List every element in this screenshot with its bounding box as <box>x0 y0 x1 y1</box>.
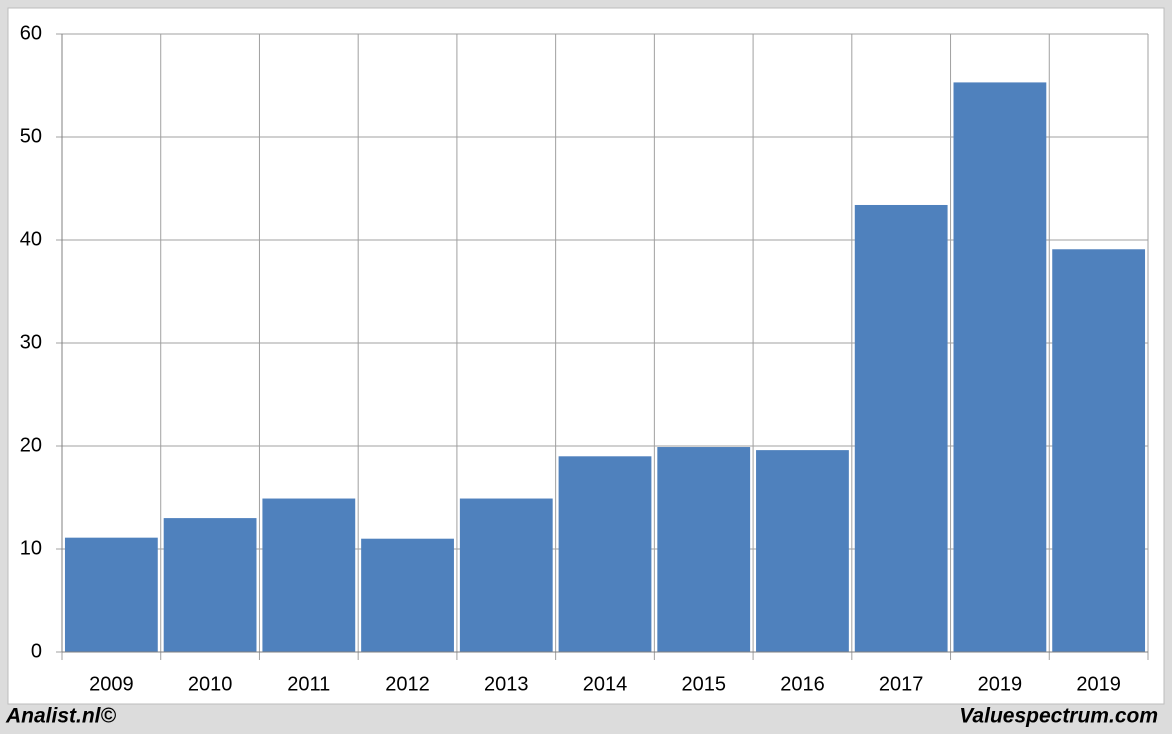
y-tick-label: 0 <box>31 640 42 662</box>
bar <box>854 204 948 653</box>
x-tick-label: 2017 <box>879 673 924 695</box>
x-tick-label: 2014 <box>583 673 628 695</box>
x-tick-label: 2010 <box>188 673 233 695</box>
bar <box>1052 249 1146 652</box>
bar <box>953 82 1047 652</box>
bar <box>558 456 652 652</box>
bar <box>64 537 158 652</box>
x-tick-label: 2015 <box>681 673 726 695</box>
y-tick-label: 50 <box>20 125 42 147</box>
bar <box>459 498 553 652</box>
y-tick-label: 30 <box>20 331 42 353</box>
y-tick-label: 20 <box>20 434 42 456</box>
footer-right: Valuespectrum.com <box>959 705 1158 728</box>
bar <box>657 447 751 652</box>
x-tick-label: 2012 <box>385 673 430 695</box>
x-tick-label: 2019 <box>978 673 1023 695</box>
bar <box>262 498 356 652</box>
y-tick-label: 60 <box>20 22 42 44</box>
x-tick-label: 2019 <box>1076 673 1121 695</box>
y-tick-label: 40 <box>20 228 42 250</box>
bar <box>361 538 454 652</box>
x-tick-label: 2013 <box>484 673 529 695</box>
footer-left: Analist.nl© <box>5 705 117 728</box>
bar <box>163 518 257 652</box>
x-tick-label: 2011 <box>287 673 330 695</box>
bar <box>756 450 849 652</box>
y-tick-label: 10 <box>20 537 42 559</box>
x-tick-label: 2009 <box>89 673 134 695</box>
x-tick-label: 2016 <box>780 673 825 695</box>
